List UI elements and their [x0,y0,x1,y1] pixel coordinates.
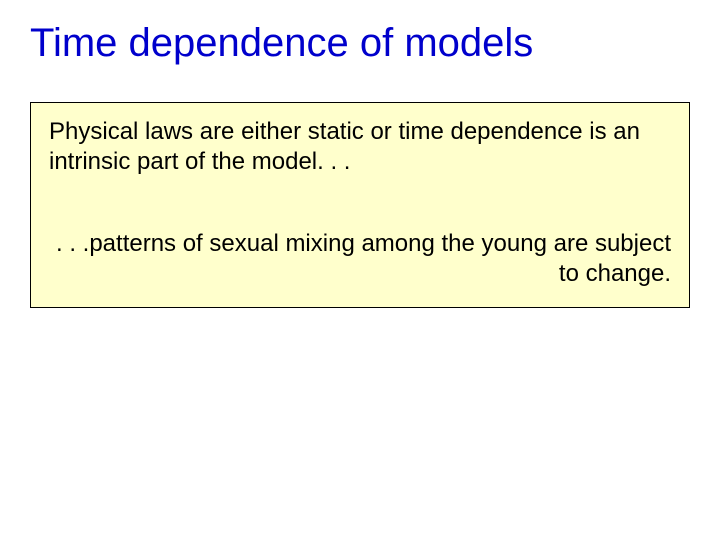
content-box: Physical laws are either static or time … [30,102,690,308]
slide-title: Time dependence of models [30,20,690,66]
slide: Time dependence of models Physical laws … [0,0,720,540]
box-paragraph-1: Physical laws are either static or time … [49,117,671,177]
box-paragraph-2: . . .patterns of sexual mixing among the… [49,229,671,289]
